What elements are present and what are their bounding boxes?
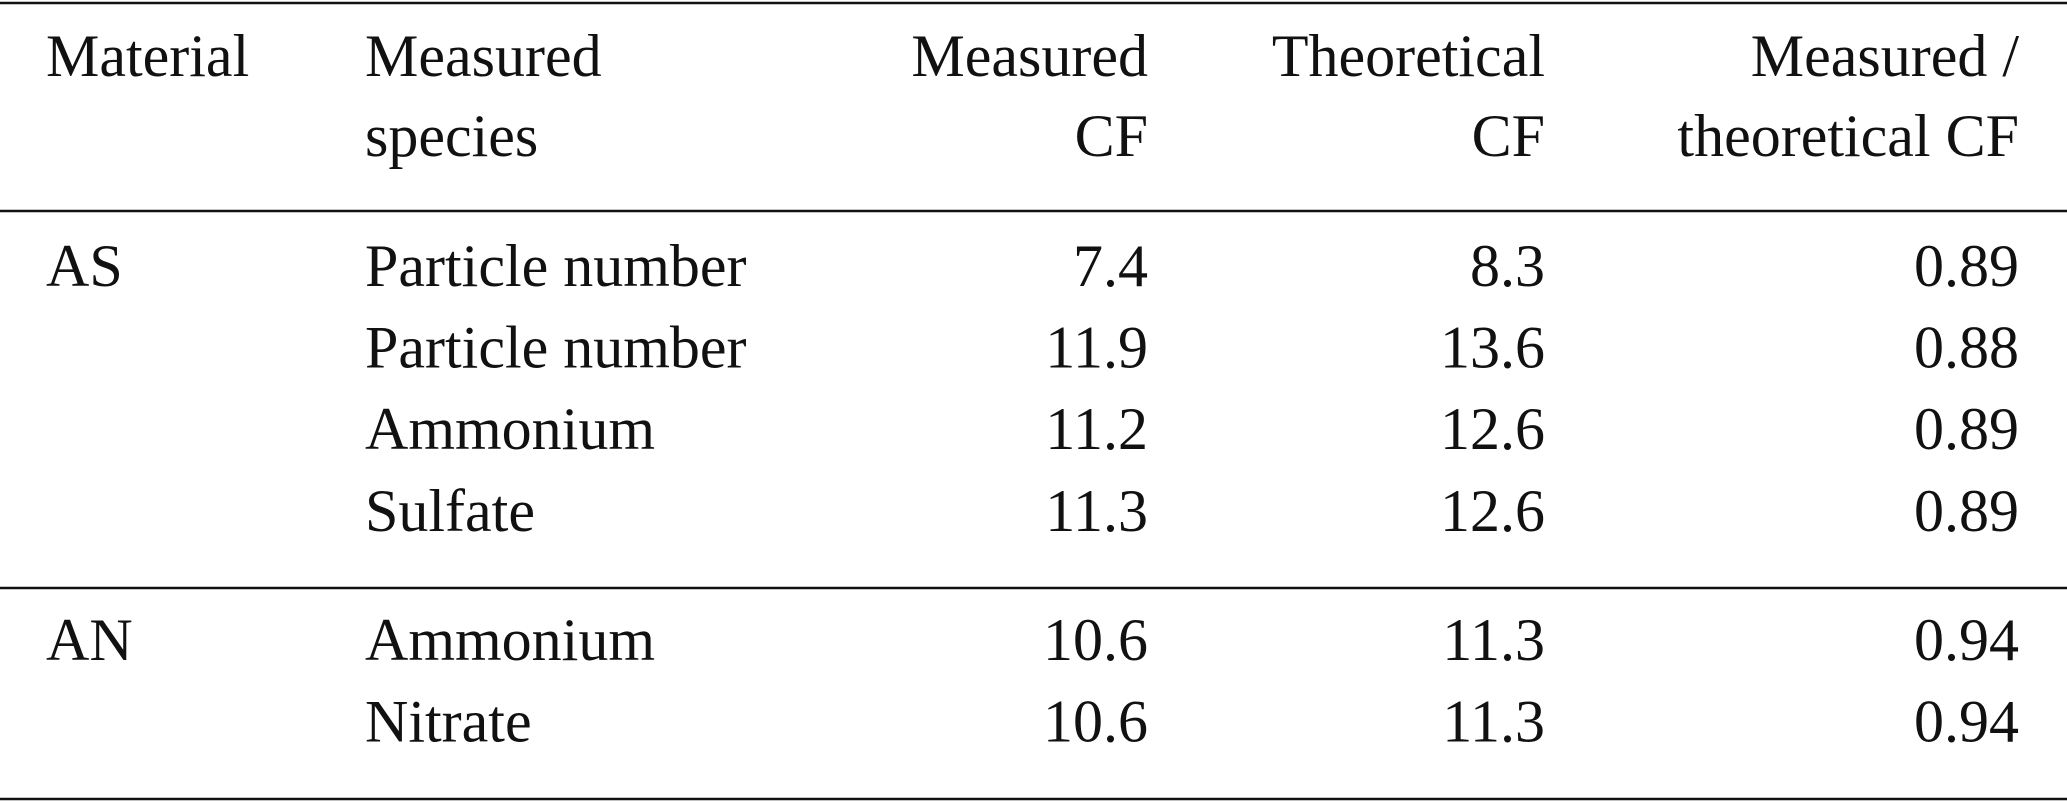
header-cell: theoretical CF (1677, 103, 2019, 169)
value-cell: 0.89 (1914, 396, 2019, 462)
value-cell: 8.3 (1470, 233, 1545, 299)
value-cell: 7.4 (1073, 233, 1148, 299)
value-cell: 13.6 (1440, 314, 1545, 380)
value-cell: 0.88 (1914, 314, 2019, 380)
species-cell: Nitrate (365, 688, 532, 754)
material-cell: AS (46, 233, 123, 299)
value-cell: 10.6 (1043, 688, 1148, 754)
material-cell: AN (46, 607, 133, 673)
header-cell: Measured / (1751, 23, 2020, 89)
value-cell: 11.3 (1442, 688, 1545, 754)
species-cell: Sulfate (365, 478, 535, 544)
value-cell: 12.6 (1440, 396, 1545, 462)
value-cell: 11.3 (1442, 607, 1545, 673)
value-cell: 0.94 (1914, 607, 2019, 673)
header-cell: Measured (911, 23, 1148, 89)
species-cell: Ammonium (365, 396, 655, 462)
header-cell: CF (1472, 103, 1545, 169)
header-cell: CF (1075, 103, 1148, 169)
species-cell: Ammonium (365, 607, 655, 673)
header-cell: Measured (365, 23, 602, 89)
species-cell: Particle number (365, 233, 747, 299)
value-cell: 0.89 (1914, 478, 2019, 544)
value-cell: 11.3 (1045, 478, 1148, 544)
header-cell: Theoretical (1272, 23, 1545, 89)
value-cell: 11.2 (1045, 396, 1148, 462)
header-cell: Material (46, 23, 249, 89)
value-cell: 0.89 (1914, 233, 2019, 299)
header-cell: species (365, 103, 538, 169)
species-cell: Particle number (365, 314, 747, 380)
value-cell: 10.6 (1043, 607, 1148, 673)
value-cell: 12.6 (1440, 478, 1545, 544)
value-cell: 0.94 (1914, 688, 2019, 754)
value-cell: 11.9 (1045, 314, 1148, 380)
